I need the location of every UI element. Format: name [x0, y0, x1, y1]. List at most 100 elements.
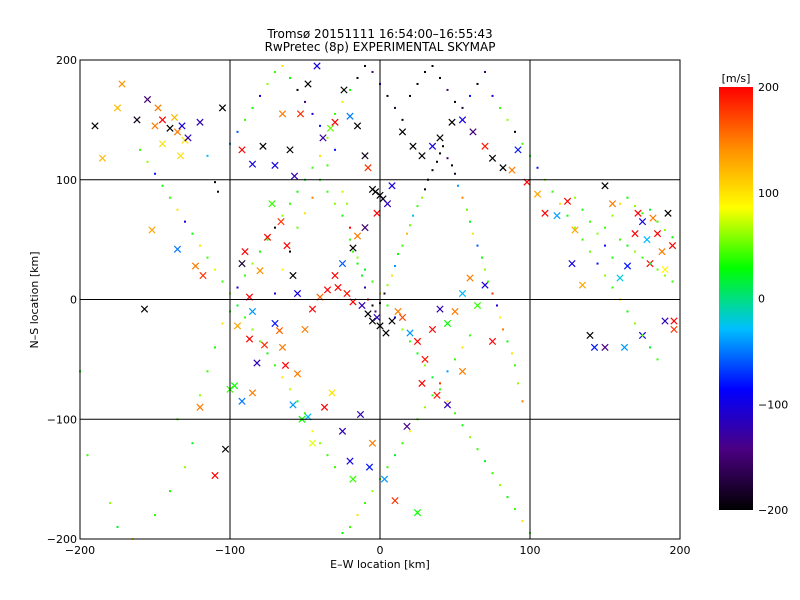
dot-point: [457, 184, 459, 187]
dot-point: [304, 412, 306, 415]
dot-point: [274, 226, 276, 229]
dot-point: [274, 292, 276, 295]
cross-point: [409, 142, 417, 150]
dot-point: [281, 268, 284, 271]
dot-point: [454, 100, 456, 103]
colorbar-tick-label: −200: [758, 504, 788, 517]
cross-point: [466, 274, 474, 282]
dot-point: [334, 148, 336, 151]
colorbar-tick-label: −100: [758, 398, 788, 411]
dot-point: [421, 196, 423, 199]
cross-point: [601, 343, 609, 352]
dot-point: [319, 124, 321, 127]
dot-point: [409, 224, 411, 227]
cross-point: [661, 317, 669, 325]
cross-point: [406, 329, 414, 337]
dot-point: [664, 274, 666, 277]
dot-point: [397, 252, 399, 255]
colorbar-tick-label: 100: [758, 187, 779, 200]
cross-point: [248, 307, 257, 316]
dot-point: [416, 205, 419, 208]
dot-point: [469, 94, 471, 97]
y-tick-label: 200: [56, 54, 77, 67]
cross-point: [418, 152, 426, 160]
cross-point: [373, 313, 381, 322]
cross-point: [451, 307, 459, 316]
dot-point: [476, 244, 479, 247]
cross-point: [196, 403, 204, 411]
cross-point: [170, 113, 179, 122]
dot-point: [86, 454, 89, 457]
dot-point: [341, 532, 344, 535]
dot-point: [371, 304, 374, 307]
dot-point: [326, 164, 329, 167]
cross-point: [319, 134, 327, 142]
dot-point: [296, 226, 299, 229]
dot-point: [566, 214, 569, 217]
cross-point: [338, 427, 347, 435]
dot-point: [274, 70, 276, 73]
dot-point: [436, 160, 438, 163]
dot-point: [394, 454, 396, 457]
dot-point: [296, 88, 299, 91]
cross-point: [608, 200, 617, 208]
dot-point: [626, 196, 629, 199]
cross-point: [653, 230, 662, 238]
dot-point: [656, 220, 659, 223]
cross-point: [248, 389, 257, 397]
cross-point: [364, 164, 372, 172]
dot-point: [221, 280, 224, 283]
dot-point: [146, 160, 149, 163]
cross-point: [481, 281, 489, 289]
dot-point: [259, 340, 261, 343]
cross-point: [382, 329, 390, 337]
cross-point: [368, 439, 377, 447]
cross-point: [361, 152, 369, 160]
cross-point: [230, 382, 239, 390]
dot-point: [244, 274, 246, 277]
cross-point: [668, 241, 677, 250]
dot-point: [446, 157, 449, 160]
cross-point: [113, 104, 122, 112]
dot-point: [551, 190, 554, 193]
dot-point: [259, 250, 261, 253]
dot-point: [589, 250, 591, 253]
dot-point: [206, 154, 209, 157]
dot-point: [472, 232, 474, 235]
cross-point: [256, 267, 264, 275]
dot-point: [364, 64, 366, 67]
cross-point: [488, 337, 497, 346]
cross-point: [260, 341, 269, 349]
cross-point: [368, 317, 377, 325]
dot-point: [401, 244, 404, 247]
cross-point: [448, 118, 456, 126]
dot-point: [169, 196, 171, 199]
dot-point: [281, 64, 284, 67]
cross-point: [371, 188, 380, 196]
cross-point: [199, 271, 207, 280]
dot-point: [199, 244, 201, 247]
dot-point: [349, 526, 351, 529]
dot-point: [499, 106, 501, 109]
cross-point: [620, 343, 629, 352]
cross-point: [443, 401, 452, 409]
dot-point: [383, 292, 386, 295]
dot-point: [161, 184, 164, 187]
dot-point: [236, 304, 239, 307]
dot-point: [424, 406, 426, 409]
dot-point: [454, 412, 456, 415]
dot-point: [109, 502, 111, 505]
dot-point: [361, 274, 363, 277]
dot-point: [439, 152, 441, 155]
colorbar-tick-labels: 200 100 0 −100 −200: [758, 81, 788, 517]
dot-point: [461, 196, 464, 199]
dot-point: [349, 88, 351, 91]
cross-point: [638, 218, 647, 226]
dot-point: [349, 238, 351, 241]
dot-point: [431, 394, 434, 397]
dot-point: [206, 370, 209, 373]
dot-point: [461, 424, 464, 427]
dot-point: [499, 484, 501, 487]
cross-point: [331, 118, 339, 126]
